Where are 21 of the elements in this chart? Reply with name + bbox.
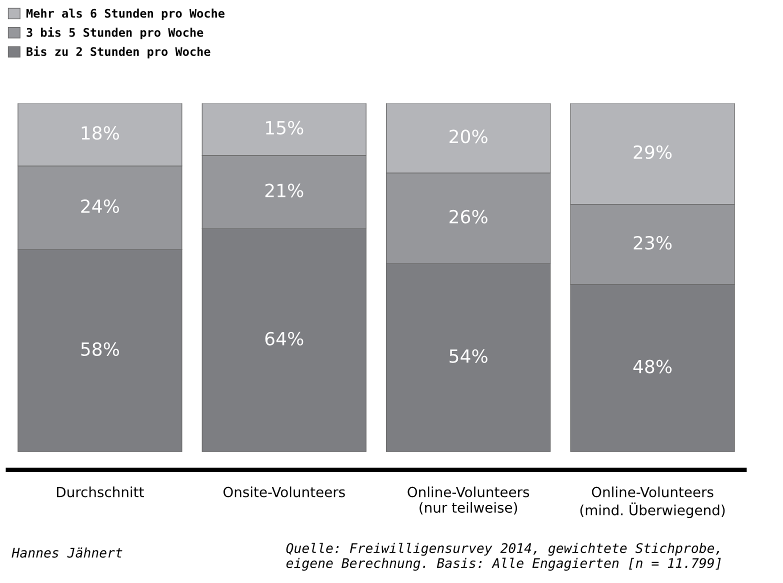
- data-label: 24%: [81, 199, 119, 214]
- x-tick-label: Online-Volunteers (nur teilweise): [408, 486, 530, 514]
- data-label: 18%: [82, 126, 119, 140]
- data-label: 23%: [634, 236, 672, 250]
- text: Hannes Jähnert: [12, 548, 122, 558]
- data-label: 58%: [81, 342, 119, 356]
- data-label: 48%: [633, 360, 672, 374]
- x-tick-label: Online-Volunteers (mind. Überwiegend): [580, 486, 725, 518]
- data-label: 15%: [266, 120, 304, 135]
- x-tick-label: Durchschnitt: [57, 486, 144, 498]
- data-label: 64%: [265, 332, 304, 346]
- data-label: 21%: [265, 184, 304, 198]
- legend-label: 3 bis 5 Stunden pro Woche: [26, 27, 204, 40]
- legend-label: Mehr als 6 Stunden pro Woche: [26, 8, 224, 20]
- data-label: 20%: [450, 130, 488, 144]
- source-note: Quelle: Freiwilligensurvey 2014, gewichtete Stichprobe, eigene Berechnung. Basis: Alle Engagierten [n = 11.799]: [286, 542, 721, 571]
- data-label: 54%: [450, 349, 488, 363]
- data-label: 26%: [450, 210, 488, 224]
- legend-label: Bis zu 2 Stunden pro Woche: [26, 46, 210, 58]
- x-tick-label: Onsite-Volunteers: [223, 486, 345, 498]
- data-label: 29%: [634, 145, 672, 159]
